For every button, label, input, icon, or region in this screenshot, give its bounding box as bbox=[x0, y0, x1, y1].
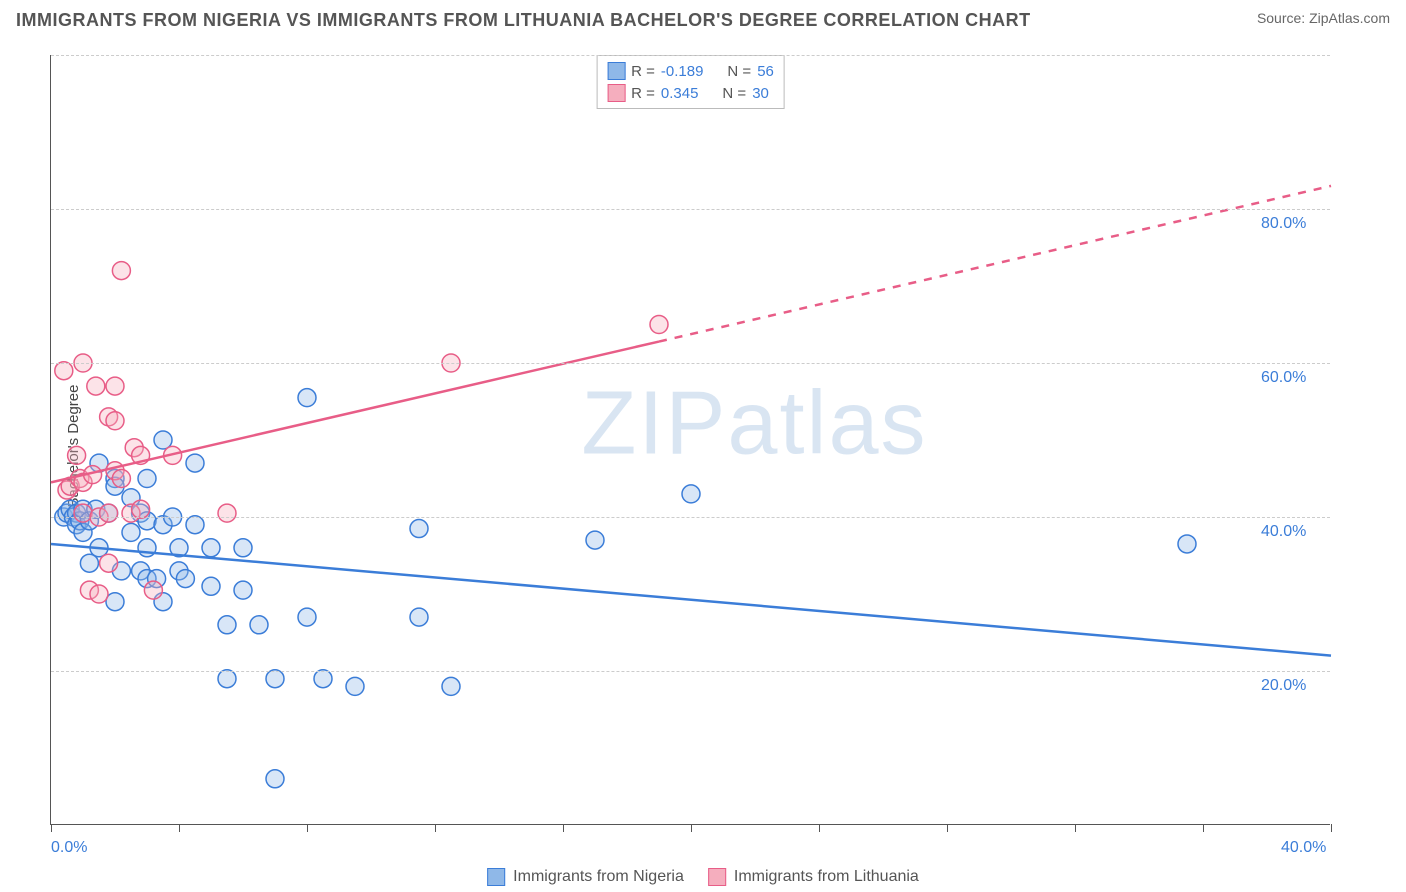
legend-stats-row-lithuania: R = 0.345 N = 30 bbox=[607, 82, 774, 104]
data-point-nigeria bbox=[682, 485, 700, 503]
y-tick-label: 40.0% bbox=[1261, 523, 1306, 541]
x-tick bbox=[179, 824, 180, 832]
data-point-lithuania bbox=[106, 377, 124, 395]
x-tick bbox=[307, 824, 308, 832]
data-point-nigeria bbox=[314, 670, 332, 688]
source-prefix: Source: bbox=[1257, 10, 1309, 26]
data-point-lithuania bbox=[112, 262, 130, 280]
data-point-lithuania bbox=[100, 554, 118, 572]
x-tick bbox=[819, 824, 820, 832]
data-point-nigeria bbox=[186, 516, 204, 534]
data-point-lithuania bbox=[144, 581, 162, 599]
legend-R-label: R = bbox=[631, 63, 655, 80]
x-tick bbox=[1075, 824, 1076, 832]
chart-title: IMMIGRANTS FROM NIGERIA VS IMMIGRANTS FR… bbox=[16, 10, 1031, 31]
data-point-nigeria bbox=[1178, 535, 1196, 553]
x-tick bbox=[947, 824, 948, 832]
legend-label-lithuania: Immigrants from Lithuania bbox=[734, 868, 919, 886]
data-point-nigeria bbox=[410, 520, 428, 538]
gridline bbox=[51, 517, 1330, 518]
gridline bbox=[51, 671, 1330, 672]
y-tick-label: 20.0% bbox=[1261, 677, 1306, 695]
data-point-lithuania bbox=[87, 377, 105, 395]
data-point-nigeria bbox=[298, 389, 316, 407]
plot-area: R = -0.189 N = 56 R = 0.345 N = 30 ZIPat… bbox=[50, 55, 1330, 825]
x-tick bbox=[1203, 824, 1204, 832]
legend-R-value-lithuania: 0.345 bbox=[661, 85, 699, 102]
chart-svg bbox=[51, 55, 1330, 824]
legend-stats-row-nigeria: R = -0.189 N = 56 bbox=[607, 60, 774, 82]
data-point-nigeria bbox=[202, 539, 220, 557]
x-tick bbox=[1331, 824, 1332, 832]
data-point-nigeria bbox=[176, 570, 194, 588]
swatch-lithuania-icon bbox=[607, 84, 625, 102]
y-tick-label: 80.0% bbox=[1261, 215, 1306, 233]
gridline bbox=[51, 55, 1330, 56]
data-point-nigeria bbox=[234, 581, 252, 599]
x-tick bbox=[691, 824, 692, 832]
legend-item-lithuania: Immigrants from Lithuania bbox=[708, 868, 919, 886]
legend-R-value-nigeria: -0.189 bbox=[661, 63, 704, 80]
data-point-nigeria bbox=[122, 523, 140, 541]
data-point-nigeria bbox=[586, 531, 604, 549]
data-point-nigeria bbox=[186, 454, 204, 472]
data-point-lithuania bbox=[55, 362, 73, 380]
swatch-nigeria-icon-2 bbox=[487, 868, 505, 886]
swatch-nigeria-icon bbox=[607, 62, 625, 80]
data-point-lithuania bbox=[100, 504, 118, 522]
gridline bbox=[51, 363, 1330, 364]
source-text: Source: ZipAtlas.com bbox=[1257, 10, 1390, 26]
data-point-lithuania bbox=[650, 316, 668, 334]
data-point-lithuania bbox=[218, 504, 236, 522]
legend-label-nigeria: Immigrants from Nigeria bbox=[513, 868, 684, 886]
x-tick-label: 0.0% bbox=[51, 839, 87, 857]
legend-R-label-2: R = bbox=[631, 85, 655, 102]
x-tick-label: 40.0% bbox=[1281, 839, 1326, 857]
data-point-nigeria bbox=[234, 539, 252, 557]
data-point-nigeria bbox=[250, 616, 268, 634]
data-point-nigeria bbox=[410, 608, 428, 626]
source-name: ZipAtlas.com bbox=[1309, 10, 1390, 26]
data-point-nigeria bbox=[138, 470, 156, 488]
legend-N-value-lithuania: 30 bbox=[752, 85, 769, 102]
data-point-nigeria bbox=[202, 577, 220, 595]
legend-series: Immigrants from Nigeria Immigrants from … bbox=[487, 868, 919, 886]
data-point-nigeria bbox=[442, 677, 460, 695]
legend-item-nigeria: Immigrants from Nigeria bbox=[487, 868, 684, 886]
data-point-nigeria bbox=[218, 670, 236, 688]
data-point-lithuania bbox=[90, 585, 108, 603]
gridline bbox=[51, 209, 1330, 210]
data-point-lithuania bbox=[106, 412, 124, 430]
data-point-nigeria bbox=[298, 608, 316, 626]
data-point-lithuania bbox=[74, 504, 92, 522]
data-point-lithuania bbox=[112, 470, 130, 488]
legend-N-label-2: N = bbox=[722, 85, 746, 102]
data-point-nigeria bbox=[266, 670, 284, 688]
data-point-nigeria bbox=[266, 770, 284, 788]
legend-N-value-nigeria: 56 bbox=[757, 63, 774, 80]
header: IMMIGRANTS FROM NIGERIA VS IMMIGRANTS FR… bbox=[0, 0, 1406, 40]
legend-stats: R = -0.189 N = 56 R = 0.345 N = 30 bbox=[596, 55, 785, 109]
y-tick-label: 60.0% bbox=[1261, 369, 1306, 387]
data-point-lithuania bbox=[68, 446, 86, 464]
data-point-nigeria bbox=[346, 677, 364, 695]
x-tick bbox=[563, 824, 564, 832]
swatch-lithuania-icon-2 bbox=[708, 868, 726, 886]
x-tick bbox=[51, 824, 52, 832]
legend-N-label: N = bbox=[727, 63, 751, 80]
data-point-nigeria bbox=[218, 616, 236, 634]
data-point-nigeria bbox=[106, 593, 124, 611]
data-point-lithuania bbox=[132, 500, 150, 518]
x-tick bbox=[435, 824, 436, 832]
